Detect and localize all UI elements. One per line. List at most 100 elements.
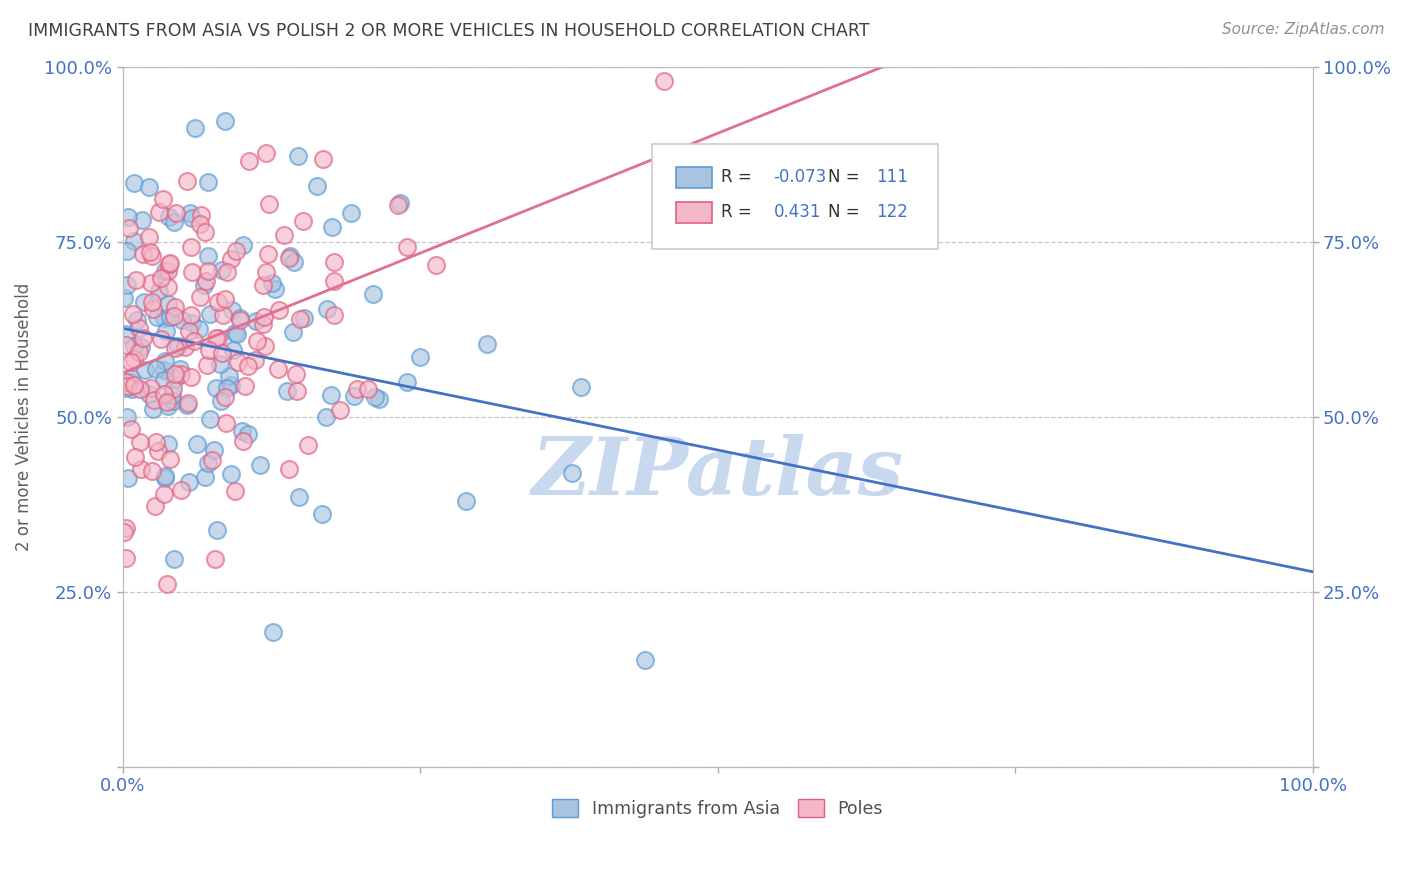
Point (207, 331, 229, 345)
Point (217, 381, 239, 395)
Point (277, 462, 299, 476)
Point (160, 388, 183, 402)
Point (211, 308, 233, 322)
Point (569, 380, 592, 394)
Point (262, 625, 284, 640)
Text: 122: 122 (876, 202, 908, 220)
Point (124, 377, 146, 392)
Point (297, 438, 319, 452)
FancyBboxPatch shape (676, 202, 711, 223)
Point (215, 416, 238, 430)
Point (124, 351, 146, 366)
Point (159, 310, 181, 325)
Text: N =: N = (828, 202, 860, 220)
Point (163, 300, 186, 314)
Point (139, 381, 162, 395)
Point (323, 255, 346, 269)
Point (254, 146, 277, 161)
Point (115, 277, 138, 292)
Point (329, 403, 352, 417)
Point (312, 153, 335, 167)
Point (215, 264, 238, 278)
Point (170, 313, 193, 327)
Text: 111: 111 (876, 168, 908, 186)
Point (307, 179, 329, 194)
Point (139, 276, 162, 290)
Point (194, 225, 217, 239)
Point (148, 205, 170, 219)
Point (232, 237, 254, 252)
Point (319, 387, 342, 401)
Point (122, 234, 145, 248)
Point (205, 331, 228, 345)
Point (364, 390, 387, 404)
Point (188, 290, 211, 304)
Point (201, 453, 224, 467)
Point (120, 371, 142, 385)
Point (281, 325, 304, 339)
Point (226, 355, 249, 369)
Point (219, 252, 242, 266)
Legend: Immigrants from Asia, Poles: Immigrants from Asia, Poles (546, 792, 890, 825)
Text: R =: R = (721, 168, 752, 186)
Point (124, 450, 146, 465)
Point (243, 352, 266, 367)
Point (157, 257, 180, 271)
Point (267, 303, 290, 318)
Point (163, 552, 186, 566)
Point (117, 409, 139, 424)
Point (292, 214, 315, 228)
Point (122, 307, 145, 321)
Point (266, 362, 288, 376)
Point (159, 451, 181, 466)
Point (142, 402, 165, 417)
Point (361, 287, 384, 301)
Point (159, 256, 181, 270)
Point (183, 334, 205, 349)
Point (224, 483, 246, 498)
Point (142, 301, 165, 316)
Point (388, 195, 411, 210)
Text: IMMIGRANTS FROM ASIA VS POLISH 2 OR MORE VEHICLES IN HOUSEHOLD CORRELATION CHART: IMMIGRANTS FROM ASIA VS POLISH 2 OR MORE… (28, 22, 870, 40)
Point (260, 276, 283, 290)
Point (157, 297, 180, 311)
Point (218, 369, 240, 384)
Point (232, 434, 254, 448)
Point (276, 384, 298, 398)
Point (176, 399, 198, 413)
Point (179, 475, 201, 489)
Point (131, 212, 153, 227)
Point (155, 324, 177, 338)
Point (252, 317, 274, 331)
Point (204, 381, 226, 395)
Point (131, 331, 153, 345)
FancyBboxPatch shape (652, 144, 938, 249)
Point (180, 240, 202, 254)
Point (115, 551, 138, 566)
Point (177, 396, 200, 410)
Point (141, 295, 163, 310)
Text: 0.431: 0.431 (773, 202, 821, 220)
Point (652, 73, 675, 87)
Point (387, 198, 409, 212)
Point (152, 192, 174, 206)
Point (222, 343, 245, 358)
Point (118, 221, 141, 235)
Point (357, 382, 380, 396)
Point (219, 378, 242, 392)
Point (221, 303, 243, 318)
Point (149, 333, 172, 347)
Point (176, 174, 198, 188)
Point (229, 312, 252, 326)
Point (225, 244, 247, 258)
Point (367, 392, 389, 406)
Point (149, 271, 172, 285)
Point (165, 368, 187, 382)
Point (156, 395, 179, 409)
Point (205, 523, 228, 537)
Point (163, 215, 186, 229)
Point (231, 424, 253, 438)
Point (177, 324, 200, 338)
Point (209, 393, 232, 408)
Point (145, 434, 167, 449)
